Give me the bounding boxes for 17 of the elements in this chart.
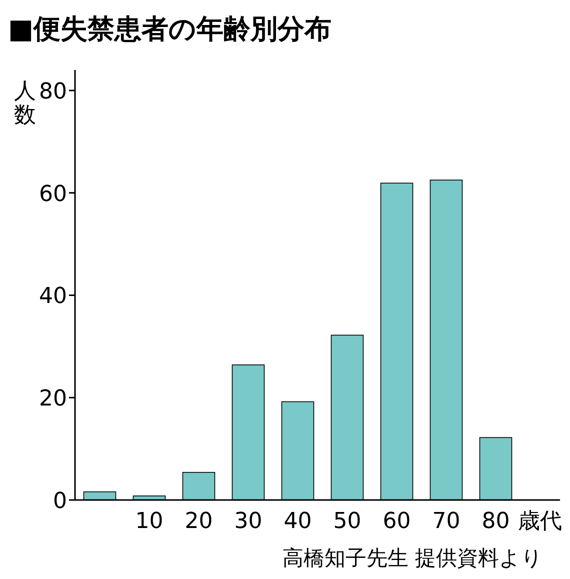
x-tick-label: 80 [482,509,510,534]
x-tick-label: 40 [284,509,312,534]
y-tick-label: 0 [53,489,67,514]
x-tick-label: 60 [382,509,411,534]
y-tick-label: 60 [39,182,67,207]
x-tick-label: 70 [432,509,460,534]
chart-title: ■便失禁患者の年齢別分布 [8,14,332,45]
y-tick-label: 20 [39,386,67,412]
y-tick-label: 80 [39,79,67,104]
x-tick-label: 20 [184,509,213,534]
x-axis-title: 歳代 [518,509,562,534]
x-tick-label: 50 [333,509,362,534]
x-tick-label: 30 [234,509,262,534]
y-axis-title: 人数 [14,79,36,128]
x-tick-label: 10 [135,509,164,534]
text: 高橋知子先生 提供資料より [282,546,543,570]
y-tick-label: 40 [39,284,67,310]
